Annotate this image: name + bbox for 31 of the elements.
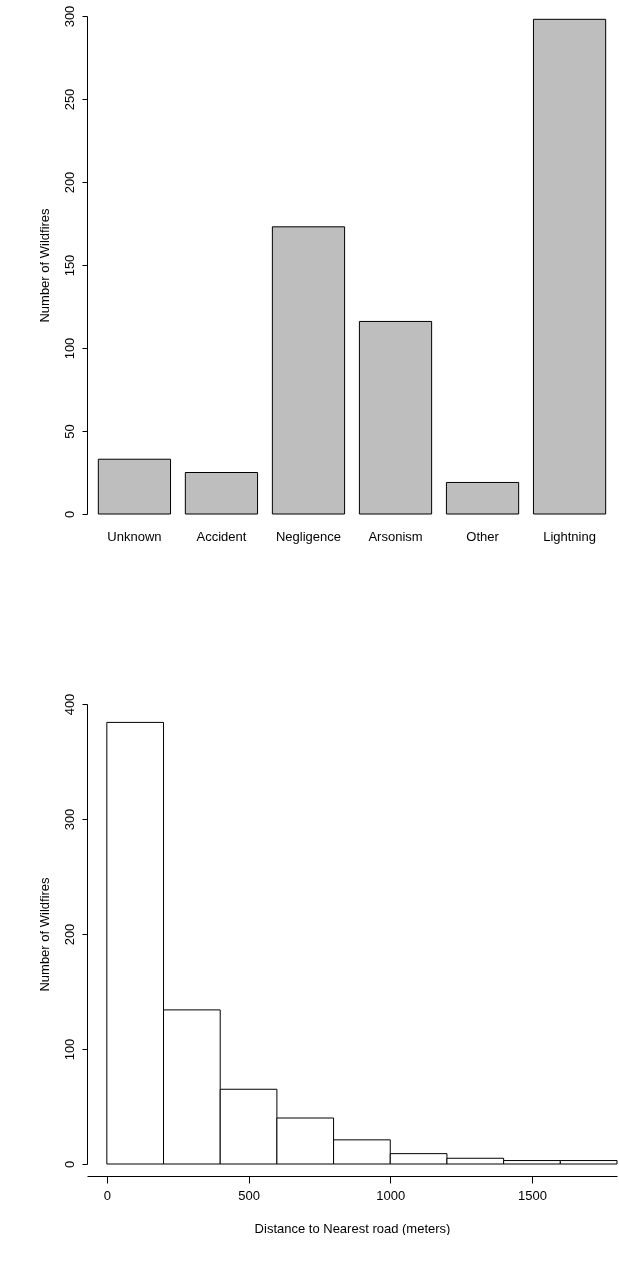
y-tick-label: 100	[61, 1038, 77, 1061]
bar	[97, 458, 172, 515]
bar	[445, 481, 520, 515]
y-axis-title: Number of Wildfires	[36, 207, 52, 323]
x-tick-label: 0	[103, 1187, 111, 1203]
y-tick-label: 200	[61, 171, 77, 194]
x-tick-label: Unknown	[107, 528, 162, 544]
bar	[532, 18, 607, 515]
x-tick-label: Negligence	[275, 528, 342, 544]
y-tick-label: 100	[61, 337, 77, 360]
bar	[271, 226, 346, 515]
x-axis-title: Distance to Nearest road (meters)	[254, 1220, 451, 1236]
x-tick-label: Accident	[196, 528, 247, 544]
y-tick-label: 300	[61, 808, 77, 831]
x-tick-label: Other	[466, 528, 500, 544]
y-tick-label: 250	[61, 88, 77, 111]
y-tick-label: 200	[61, 923, 77, 946]
y-tick-label: 400	[61, 693, 77, 716]
y-tick-label: 150	[61, 254, 77, 277]
y-axis-title: Number of Wildfires	[36, 876, 52, 992]
y-tick-label: 300	[61, 5, 77, 28]
x-tick-label: 1000	[376, 1187, 406, 1203]
x-tick-label: Lightning	[543, 528, 596, 544]
x-tick-label: Arsonism	[368, 528, 423, 544]
x-tick-label: 1500	[518, 1187, 547, 1203]
bar	[358, 320, 433, 515]
y-tick-label: 0	[61, 1160, 77, 1169]
bar	[184, 472, 259, 515]
y-tick-label: 0	[61, 510, 77, 519]
x-tick-label: 500	[238, 1187, 260, 1203]
y-tick-label: 50	[61, 424, 77, 439]
